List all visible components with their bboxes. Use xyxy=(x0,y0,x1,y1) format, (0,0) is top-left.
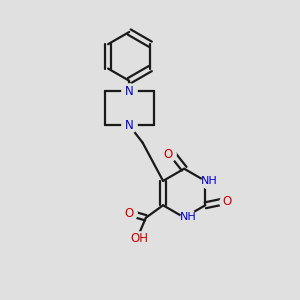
Text: N: N xyxy=(125,85,134,98)
Text: N: N xyxy=(125,119,134,132)
Text: O: O xyxy=(223,195,232,208)
Text: O: O xyxy=(164,148,173,161)
Text: NH: NH xyxy=(201,176,218,186)
Text: O: O xyxy=(124,206,133,220)
Text: NH: NH xyxy=(180,212,197,223)
Text: OH: OH xyxy=(130,232,148,245)
